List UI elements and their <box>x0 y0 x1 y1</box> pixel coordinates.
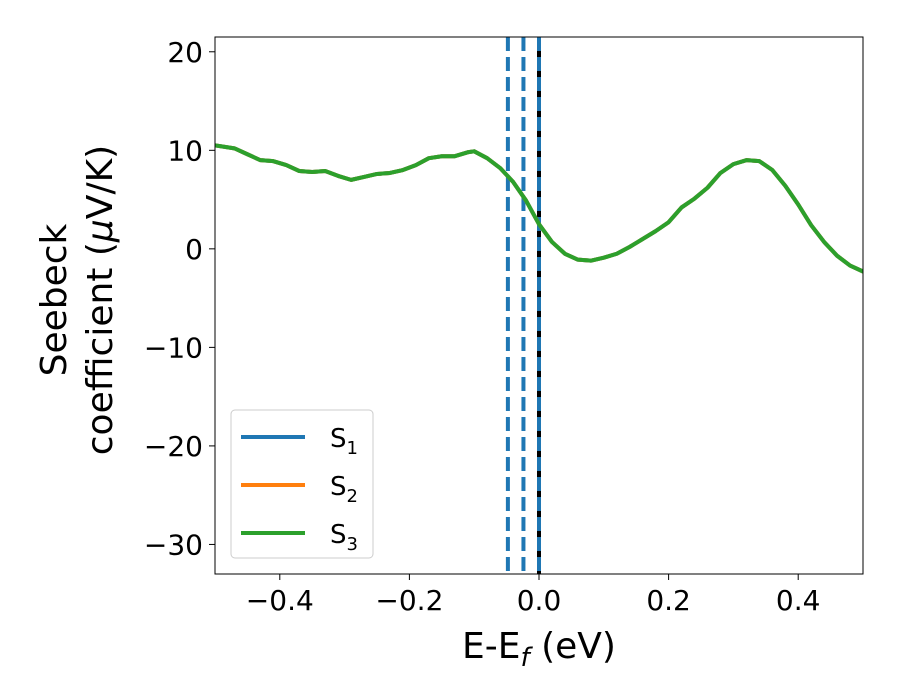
y-axis-ticks: −30 −20 −10 0 10 20 <box>144 36 215 561</box>
y-tick-label: 0 <box>185 233 203 266</box>
legend-label-s1: S1 <box>330 424 358 459</box>
y-tick-label: −30 <box>144 528 203 561</box>
x-axis-label: E-Ef (eV) <box>462 626 616 673</box>
x-tick-label: −0.2 <box>375 584 443 617</box>
legend: S1 S2 S3 <box>230 409 374 559</box>
y-axis-label-line1: Seebeck <box>34 223 75 376</box>
series-line-s3 <box>215 143 863 274</box>
x-tick-label: 0.2 <box>646 584 691 617</box>
y-axis-label-line2: coefficient (μV/K) <box>80 145 121 455</box>
x-tick-label: −0.4 <box>246 584 314 617</box>
y-tick-label: −10 <box>144 331 203 364</box>
series-layer <box>215 143 863 274</box>
x-tick-label: 0.4 <box>776 584 821 617</box>
legend-label-s2: S2 <box>330 472 358 507</box>
legend-label-s3: S3 <box>330 520 358 555</box>
x-axis-ticks: −0.4 −0.2 0.0 0.2 0.4 <box>246 574 821 617</box>
y-axis-label: Seebeck coefficient (μV/K) <box>34 145 121 455</box>
y-tick-label: −20 <box>144 430 203 463</box>
x-tick-label: 0.0 <box>517 584 562 617</box>
plot-area <box>215 37 863 574</box>
vertical-lines <box>505 37 541 574</box>
y-tick-label: 20 <box>167 36 203 69</box>
y-tick-label: 10 <box>167 134 203 167</box>
